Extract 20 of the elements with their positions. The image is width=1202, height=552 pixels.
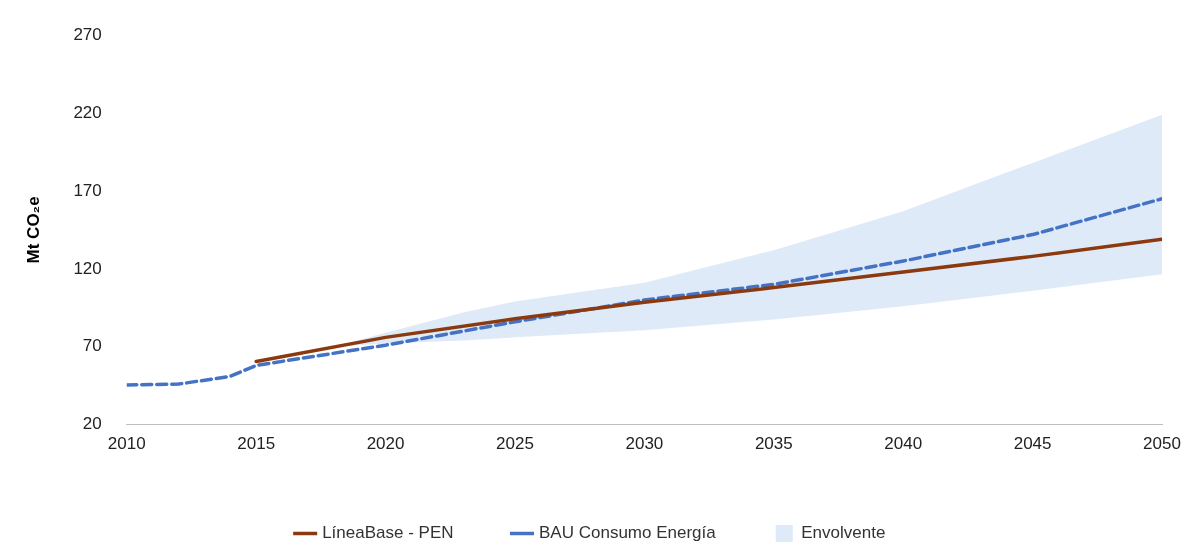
x-tick-label: 2030 [625, 434, 664, 454]
x-tick-label: 2045 [1013, 434, 1052, 454]
y-tick-label: 20 [82, 414, 102, 434]
y-tick-label: 220 [73, 102, 102, 122]
x-tick-label: 2050 [1143, 434, 1181, 454]
y-tick-label: 270 [73, 24, 102, 44]
line-series [126, 197, 1162, 387]
x-tick-label: 2035 [754, 434, 793, 454]
y-tick-label: 120 [73, 258, 102, 278]
y-tick-label: 170 [73, 180, 102, 200]
y-tick-label: 70 [82, 336, 102, 356]
x-tick-label: 2010 [107, 434, 146, 454]
legend-label: BAU Consumo Energía [539, 523, 717, 543]
x-tick-label: 2020 [366, 434, 405, 454]
y-axis-title: Mt CO₂e [23, 196, 43, 264]
x-tick-label: 2025 [496, 434, 534, 454]
x-tick-label: 2015 [237, 434, 276, 454]
legend-label: Envolvente [801, 523, 886, 543]
legend-label: LíneaBase - PEN [322, 523, 454, 543]
x-tick-label: 2040 [884, 434, 923, 454]
